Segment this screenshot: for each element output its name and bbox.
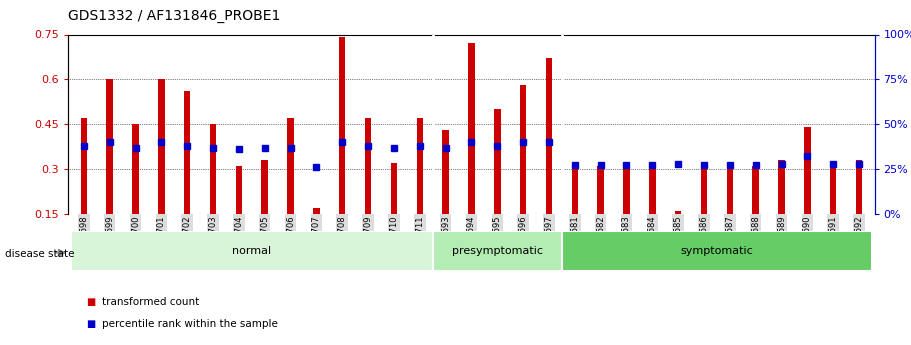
Bar [778,160,784,214]
Bar [107,79,113,214]
Bar [287,118,293,214]
Bar [675,211,681,214]
FancyBboxPatch shape [562,231,872,271]
Bar [520,85,527,214]
Bar [416,118,423,214]
Text: symptomatic: symptomatic [681,246,753,256]
Bar [494,109,500,214]
Bar [571,163,578,214]
Bar [159,79,165,214]
Text: normal: normal [232,246,271,256]
Bar [830,166,836,214]
Bar [443,130,449,214]
Text: presymptomatic: presymptomatic [452,246,543,256]
Text: percentile rank within the sample: percentile rank within the sample [102,319,278,329]
Text: disease state: disease state [5,249,74,258]
Bar [468,43,475,214]
Text: transformed count: transformed count [102,297,200,307]
Bar [364,118,372,214]
Bar [701,166,707,214]
Bar [184,91,190,214]
Bar [727,166,733,214]
Bar [804,127,811,214]
Bar [210,124,216,214]
FancyBboxPatch shape [71,231,433,271]
Bar [752,166,759,214]
Bar [391,163,397,214]
Text: ■: ■ [87,319,96,329]
Bar [236,166,242,214]
Bar [80,118,87,214]
Bar [546,58,552,214]
Bar [339,38,345,214]
Bar [623,166,630,214]
Bar [598,166,604,214]
FancyBboxPatch shape [433,231,562,271]
Text: GDS1332 / AF131846_PROBE1: GDS1332 / AF131846_PROBE1 [68,9,281,23]
Bar [313,208,320,214]
Bar [132,124,138,214]
Bar [855,160,863,214]
Bar [650,166,656,214]
Bar [261,160,268,214]
Text: ■: ■ [87,297,96,307]
